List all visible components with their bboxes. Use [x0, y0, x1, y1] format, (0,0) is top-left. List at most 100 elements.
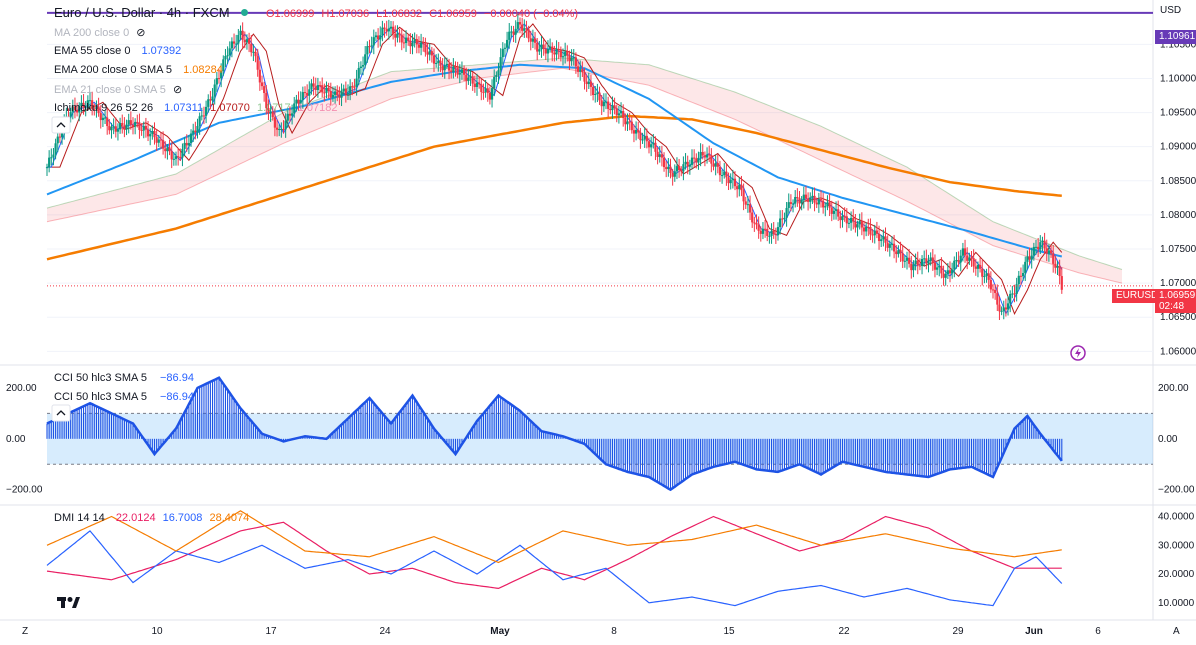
legend-ema21[interactable]: EMA 21 close 0 SMA 5 ⊘ [54, 83, 186, 96]
candle-body [1001, 311, 1003, 312]
open-value: O1.06999 [266, 8, 314, 20]
candle-body [459, 73, 461, 75]
candle-body [908, 258, 910, 264]
dmi-label: DMI 14 14 [54, 512, 105, 524]
legend-dmi[interactable]: DMI 14 14 22.0124 16.7008 28.4074 [54, 512, 253, 524]
collapse-legend-button[interactable] [52, 117, 70, 133]
candle-body [244, 40, 246, 43]
candle-body [861, 221, 863, 227]
legend-cci-1[interactable]: CCI 50 hlc3 SMA 5 −86.94 [54, 372, 198, 384]
candle-body [650, 144, 652, 147]
hline-price-text: 1.10961 [1159, 31, 1195, 42]
candle-body [818, 199, 820, 204]
candle-body [1011, 293, 1013, 294]
candle-body [381, 28, 383, 36]
candle-body [379, 35, 381, 39]
candle-body [1059, 266, 1061, 276]
ema55-value: 1.07392 [142, 45, 182, 57]
candle-body [394, 34, 396, 38]
candle-body [968, 257, 970, 260]
candle-body [358, 68, 360, 79]
countdown-text: 02:48 [1159, 301, 1195, 312]
candle-body [960, 256, 962, 263]
time-axis-left-button[interactable]: Z [22, 626, 28, 637]
candle-body [469, 76, 471, 77]
candle-body [932, 257, 934, 262]
candle-body [786, 208, 788, 218]
candle-body [605, 102, 607, 103]
time-tick-label: 24 [379, 626, 391, 637]
price-tick-label: 1.10000 [1160, 73, 1196, 84]
z-label[interactable]: Z [22, 626, 28, 637]
ema55-label: EMA 55 close 0 [54, 45, 130, 57]
collapse-cci-legend-button[interactable] [52, 405, 70, 421]
candle-body [463, 69, 465, 74]
cci-label: CCI 50 hlc3 SMA 5 [54, 372, 147, 384]
time-axis-right-button[interactable]: A [1173, 626, 1180, 637]
candle-body [373, 37, 375, 45]
candle-body [805, 195, 807, 199]
candle-body [538, 49, 540, 51]
symbol-header[interactable]: Euro / U.S. Dollar · 4h · FXCM [54, 5, 256, 20]
legend-ma200[interactable]: MA 200 close 0 ⊘ [54, 26, 150, 39]
candle-body [181, 149, 183, 158]
legend-cci-2[interactable]: CCI 50 hlc3 SMA 5 −86.94 [54, 391, 198, 403]
time-tick-label: 8 [611, 626, 617, 637]
candle-body [246, 39, 248, 42]
candle-body [493, 77, 495, 88]
candle-body [740, 185, 742, 190]
candle-body [934, 263, 936, 270]
candle-body [768, 236, 770, 237]
candle-body [1007, 303, 1009, 309]
candle-body [338, 95, 340, 97]
candle-body [227, 55, 229, 56]
ma200-label: MA 200 close 0 [54, 27, 129, 39]
candle-body [411, 43, 413, 47]
candle-body [1037, 247, 1039, 249]
candle-body [910, 264, 912, 270]
candle-body [480, 84, 482, 92]
cci-left-tick-label: 200.00 [6, 383, 37, 394]
legend-ema200[interactable]: EMA 200 close 0 SMA 5 1.08284 [54, 64, 227, 76]
a-label[interactable]: A [1173, 626, 1180, 637]
candle-body [517, 22, 519, 29]
candle-body [874, 231, 876, 236]
candle-body [917, 261, 919, 266]
candle-body [321, 85, 323, 92]
legend-ema55[interactable]: EMA 55 close 0 1.07392 [54, 45, 185, 57]
eye-off-icon[interactable]: ⊘ [136, 27, 145, 39]
dmi-value-3: 28.4074 [209, 512, 249, 524]
eye-off-icon[interactable]: ⊘ [173, 84, 182, 96]
candle-body [850, 218, 852, 223]
candle-body [504, 48, 506, 49]
candle-body [362, 65, 364, 67]
candle-body [310, 83, 312, 89]
cci-tick-label: 200.00 [1158, 383, 1189, 394]
candle-body [340, 91, 342, 97]
candle-body [429, 51, 431, 55]
candle-body [452, 66, 454, 71]
symbol-title[interactable]: Euro / U.S. Dollar · 4h · FXCM [54, 5, 230, 20]
candle-body [712, 164, 714, 167]
change-value: −0.00040 (−0.04%) [484, 8, 578, 20]
candle-body [418, 44, 420, 47]
candle-body [274, 117, 276, 127]
candle-body [323, 92, 325, 93]
candle-body [775, 234, 777, 235]
currency-label[interactable]: USD [1160, 5, 1185, 16]
candle-body [575, 57, 577, 66]
candle-body [390, 27, 392, 29]
candle-body [278, 129, 280, 130]
candle-body [573, 57, 575, 58]
cci-value-2: −86.94 [160, 391, 194, 403]
legend-ichimoku[interactable]: Ichimoku 9 26 52 26 1.07311 1.07070 1.07… [54, 102, 341, 114]
candle-body [242, 31, 244, 40]
candle-body [444, 65, 446, 70]
candle-body [704, 155, 706, 157]
last-price-pill: 1.06959 02:48 [1155, 289, 1196, 313]
dmi-tick-label: 20.0000 [1158, 569, 1195, 580]
hline-price-pill[interactable]: 1.10961 [1155, 30, 1196, 44]
candle-body [149, 134, 151, 136]
candle-body [988, 273, 990, 280]
